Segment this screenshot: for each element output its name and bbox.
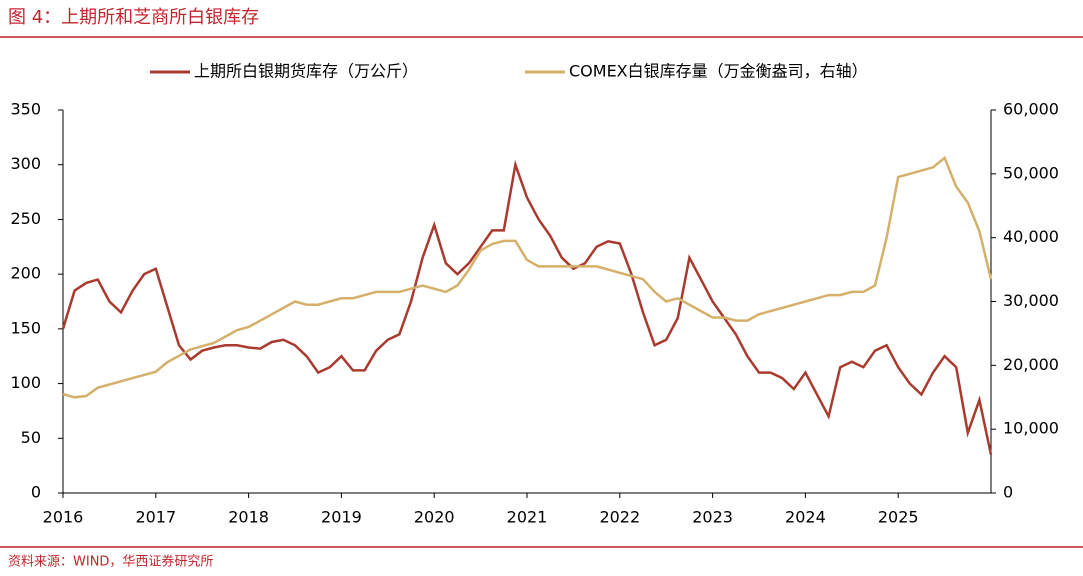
y-tick-label: 50 bbox=[21, 428, 41, 447]
y2-tick-label: 40,000 bbox=[1003, 227, 1059, 246]
y2-tick-label: 60,000 bbox=[1003, 100, 1059, 119]
x-tick-label: 2020 bbox=[414, 508, 455, 527]
x-tick-label: 2017 bbox=[135, 508, 176, 527]
y2-tick-label: 20,000 bbox=[1003, 355, 1059, 374]
x-tick-label: 2019 bbox=[321, 508, 362, 527]
y2-tick-label: 0 bbox=[1003, 483, 1013, 502]
x-tick-label: 2018 bbox=[228, 508, 269, 527]
y2-tick-label: 30,000 bbox=[1003, 291, 1059, 310]
y-tick-label: 0 bbox=[31, 483, 41, 502]
line bbox=[61, 159, 993, 455]
x-tick-label: 2023 bbox=[692, 508, 733, 527]
y-tick-label: 250 bbox=[10, 209, 41, 228]
y-tick-label: 100 bbox=[10, 373, 41, 392]
figure-title: 图 4：上期所和芝商所白银库存 bbox=[8, 7, 259, 28]
x-tick-label: 2016 bbox=[43, 508, 84, 527]
x-tick-label: 2024 bbox=[785, 508, 826, 527]
legend-label: 上期所白银期货库存（万公斤） bbox=[194, 62, 418, 81]
y-tick-label: 350 bbox=[10, 100, 41, 119]
source: 资料来源：WIND，华西证券研究所 bbox=[8, 554, 213, 570]
x-tick-label: 2021 bbox=[507, 508, 548, 527]
y-tick-label: 300 bbox=[10, 154, 41, 173]
y-tick-label: 150 bbox=[10, 318, 41, 337]
line bbox=[62, 155, 993, 399]
y2-tick-label: 50,000 bbox=[1003, 163, 1059, 182]
x-tick-label: 2025 bbox=[878, 508, 919, 527]
y2-tick-label: 10,000 bbox=[1003, 419, 1059, 438]
y-tick-label: 200 bbox=[10, 264, 41, 283]
x-tick-label: 2022 bbox=[599, 508, 640, 527]
legend-label: COMEX白银库存量（万金衡盎司，右轴） bbox=[569, 62, 868, 81]
